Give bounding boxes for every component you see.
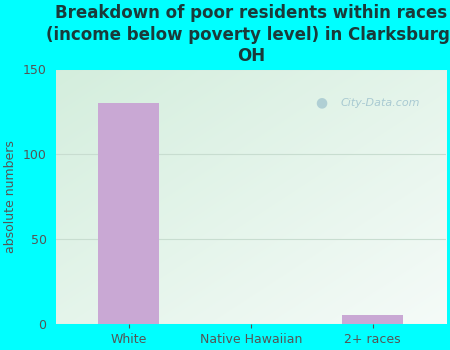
Text: City-Data.com: City-Data.com [341, 98, 420, 107]
Y-axis label: absolute numbers: absolute numbers [4, 140, 17, 253]
Bar [98, 103, 159, 324]
Title: Breakdown of poor residents within races
(income below poverty level) in Clarksb: Breakdown of poor residents within races… [45, 4, 450, 65]
Text: ●: ● [315, 96, 327, 110]
Bar [342, 315, 403, 324]
